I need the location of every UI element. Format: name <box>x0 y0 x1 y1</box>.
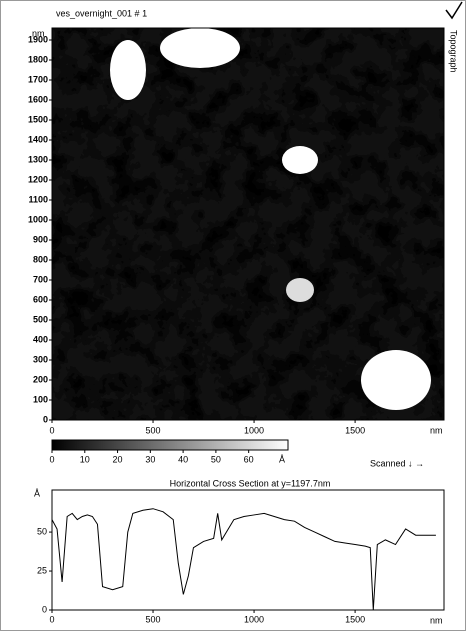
colorbar-unit: Å <box>279 454 285 464</box>
y-unit: nm <box>32 28 45 38</box>
check-mark <box>445 1 463 20</box>
y-tick-label: 700 <box>33 274 48 284</box>
y-tick-label: 1900 <box>28 34 48 44</box>
scan-annotation: Scanned ↓ → <box>370 458 424 468</box>
y-tick-label: 600 <box>33 294 48 304</box>
colorbar-tick-label: 60 <box>244 454 254 464</box>
x-tick-label: 1500 <box>345 425 365 435</box>
blob <box>160 28 240 68</box>
x-unit: nm <box>430 425 443 435</box>
cross-section-title: Horizontal Cross Section at y=1197.7nm <box>170 478 331 488</box>
y-tick-label: 1700 <box>28 74 48 84</box>
y-tick-label: 100 <box>33 394 48 404</box>
y-unit: Å <box>34 488 40 498</box>
blob <box>110 40 146 100</box>
y-tick-label: 1600 <box>28 94 48 104</box>
y-tick-label: 1300 <box>28 154 48 164</box>
image-title: ves_overnight_001 # 1 <box>56 8 147 18</box>
x-tick-label: 1000 <box>244 425 264 435</box>
profile-line <box>51 508 436 611</box>
y-tick-label: 800 <box>33 254 48 264</box>
x-tick-label: 1500 <box>345 614 365 624</box>
blob <box>282 146 318 174</box>
y-tick-label: 1000 <box>28 214 48 224</box>
image-frame <box>51 27 445 421</box>
side-label: Topograph <box>449 30 459 73</box>
y-tick-label: 400 <box>33 334 48 344</box>
x-tick-label: 500 <box>146 614 161 624</box>
blob <box>361 350 431 410</box>
y-tick-label: 25 <box>37 565 47 575</box>
y-tick-label: 0 <box>42 604 47 614</box>
x-tick-label: 0 <box>49 614 54 624</box>
y-tick-label: 300 <box>33 354 48 364</box>
afm-image <box>52 28 444 420</box>
y-tick-label: 1100 <box>28 194 48 204</box>
x-unit: nm <box>430 615 443 625</box>
colorbar <box>51 439 289 451</box>
y-tick-label: 1500 <box>28 114 48 124</box>
y-tick-label: 0 <box>43 414 48 424</box>
colorbar-tick-label: 20 <box>113 454 123 464</box>
y-tick-label: 500 <box>33 314 48 324</box>
y-tick-label: 50 <box>37 526 47 536</box>
x-tick-label: 500 <box>146 425 161 435</box>
colorbar-tick-label: 0 <box>49 454 54 464</box>
y-tick-label: 900 <box>33 234 48 244</box>
cross-section-frame <box>51 489 445 611</box>
y-tick-label: 1200 <box>28 174 48 184</box>
y-tick-label: 200 <box>33 374 48 384</box>
colorbar-tick-label: 30 <box>145 454 155 464</box>
colorbar-tick-label: 10 <box>80 454 90 464</box>
colorbar-tick-label: 40 <box>178 454 188 464</box>
colorbar-tick-label: 50 <box>211 454 221 464</box>
x-tick-label: 1000 <box>244 614 264 624</box>
x-tick-label: 0 <box>49 425 54 435</box>
y-tick-label: 1800 <box>28 54 48 64</box>
y-tick-label: 1400 <box>28 134 48 144</box>
blob <box>286 278 314 302</box>
